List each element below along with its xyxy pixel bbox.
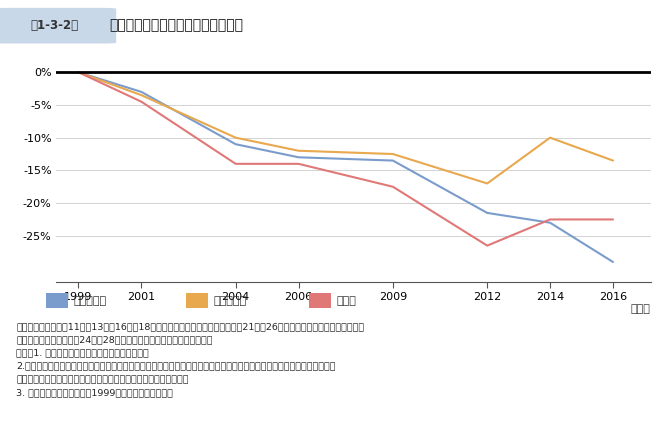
Bar <box>46 293 68 308</box>
Text: （年）: （年） <box>631 304 651 314</box>
Bar <box>186 293 208 308</box>
Text: 企業規模別企業数の増減率の推移: 企業規模別企業数の増減率の推移 <box>110 19 244 33</box>
Text: 第1-3-2図: 第1-3-2図 <box>31 19 79 32</box>
FancyBboxPatch shape <box>0 8 116 43</box>
Text: 資料：総務省「平成11年、13年、16年、18年事業所・企業統計調査」、「平成21年、26年経済センサス・基礎調査」、総
務省・経済産業省「平成24年、28年経: 資料：総務省「平成11年、13年、16年、18年事業所・企業統計調査」、「平成2… <box>17 322 365 397</box>
Text: 大企業: 大企業 <box>337 295 357 306</box>
Bar <box>309 293 331 308</box>
Text: 中規模企業: 中規模企業 <box>214 295 247 306</box>
Text: 小規模企業: 小規模企業 <box>74 295 107 306</box>
